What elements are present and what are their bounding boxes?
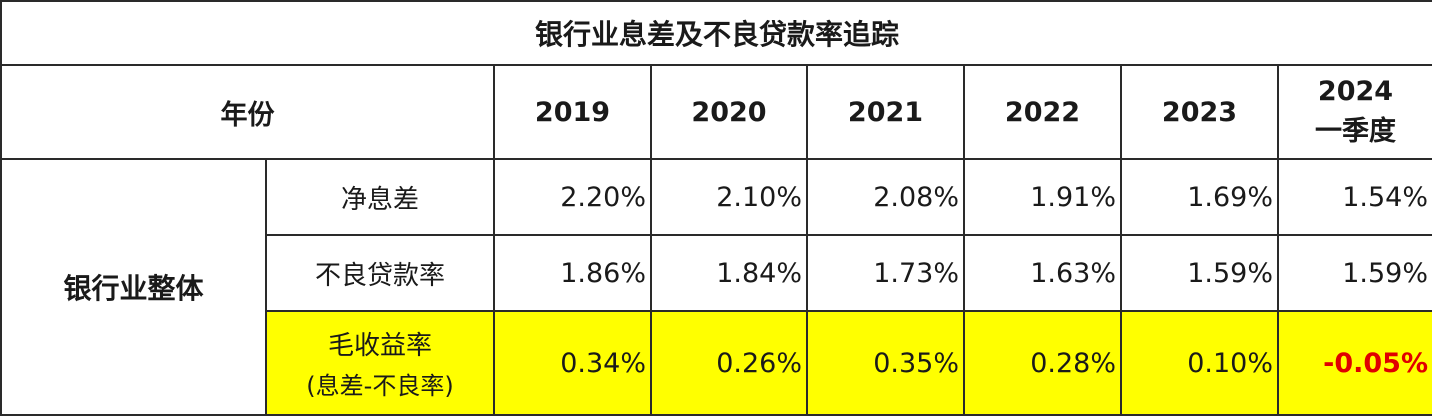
value-cell: 0.26%: [650, 310, 808, 416]
value-cell: 0.10%: [1120, 310, 1279, 416]
year-header: 2020: [650, 64, 808, 160]
metric-label-sub: (息差-不良率): [306, 372, 454, 400]
value-cell: 2.10%: [650, 158, 808, 236]
year-header-q1: 一季度: [1315, 116, 1396, 147]
negative-value-cell: -0.05%: [1276, 310, 1432, 416]
header-row: 年份 2019 2020 2021 2022 2023 2024 一季度: [0, 64, 1432, 160]
year-header-2024: 2024: [1317, 76, 1394, 107]
value-cell: 1.54%: [1276, 158, 1432, 236]
value-cell: 0.35%: [806, 310, 965, 416]
table-row: 银行业整体 净息差 2.20% 2.10% 2.08% 1.91% 1.69% …: [0, 158, 1432, 416]
value-cell: 1.69%: [1120, 158, 1279, 236]
value-cell: 1.84%: [650, 234, 808, 312]
value-cell: 1.86%: [493, 234, 652, 312]
metric-label: 毛收益率 (息差-不良率): [265, 310, 495, 416]
table-row-highlighted: 毛收益率 (息差-不良率) 0.34% 0.26% 0.35% 0.28% 0.…: [1, 310, 1432, 416]
year-header: 2022: [963, 64, 1122, 160]
year-label-cell: 年份: [0, 64, 495, 160]
year-header: 2021: [806, 64, 965, 160]
year-header: 2023: [1120, 64, 1279, 160]
value-cell: 2.08%: [806, 158, 965, 236]
table-title: 银行业息差及不良贷款率追踪: [0, 0, 1432, 66]
title-row: 银行业息差及不良贷款率追踪: [0, 0, 1432, 66]
value-cell: 0.28%: [963, 310, 1122, 416]
value-cell: 1.73%: [806, 234, 965, 312]
metric-label-main: 毛收益率: [327, 331, 432, 361]
metric-label: 净息差: [265, 158, 495, 236]
group-label-cell: 银行业整体: [0, 158, 267, 416]
year-header-2024q1: 2024 一季度: [1276, 64, 1432, 160]
metric-label: 不良贷款率: [265, 234, 495, 312]
value-cell: 1.63%: [963, 234, 1122, 312]
table-row: 不良贷款率 1.86% 1.84% 1.73% 1.63% 1.59% 1.59…: [1, 234, 1432, 312]
value-cell: 1.91%: [963, 158, 1122, 236]
value-cell: 2.20%: [493, 158, 652, 236]
year-header: 2019: [493, 64, 652, 160]
value-cell: 1.59%: [1276, 234, 1432, 312]
value-cell: 0.34%: [493, 310, 652, 416]
value-cell: 1.59%: [1120, 234, 1279, 312]
